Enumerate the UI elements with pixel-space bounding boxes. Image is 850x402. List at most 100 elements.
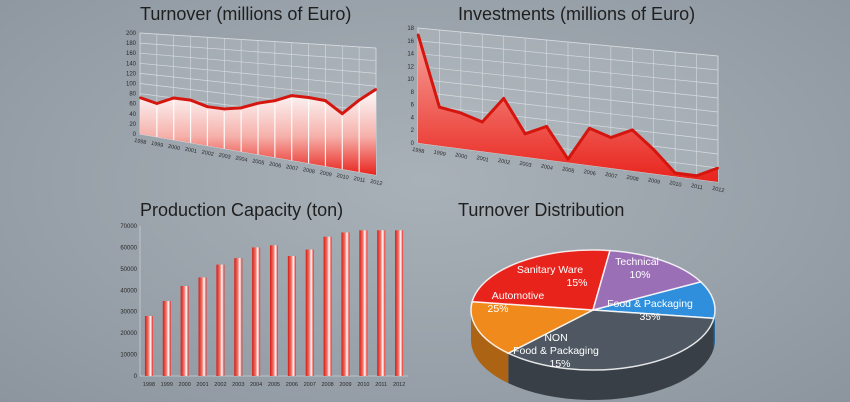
- turnover-y-tick-label: 40: [129, 112, 136, 118]
- turnover-x-tick-label: 2012: [370, 179, 383, 187]
- turnover-x-tick-label: 2002: [201, 150, 214, 158]
- turnover-x-tick-label: 2006: [268, 161, 281, 169]
- turnover-y-tick-label: 100: [126, 82, 137, 88]
- investments-x-tick-label: 1998: [412, 147, 425, 155]
- turnover-x-tick-label: 2011: [353, 176, 366, 184]
- capacity-x-tick-label: 2003: [232, 382, 244, 388]
- turnover-chart: 0 20 40 60 80 100 120 140 160 180 200 1998 1999 2000 2…: [126, 31, 383, 187]
- capacity-bar: [162, 301, 171, 376]
- investments-y-tick-label: 6: [411, 103, 415, 109]
- investments-point: [652, 148, 655, 151]
- turnover-x-tick-label: 2007: [285, 164, 298, 172]
- turnover-point: [240, 106, 243, 109]
- turnover-point: [324, 99, 327, 102]
- investments-point: [481, 121, 484, 124]
- capacity-bar: [198, 277, 207, 376]
- capacity-bar: [144, 316, 153, 376]
- pie-slice: [506, 309, 715, 371]
- turnover-x-tick-label: 2004: [235, 155, 248, 163]
- capacity-bar: [323, 236, 332, 376]
- capacity-x-tick-label: 2004: [250, 382, 262, 388]
- pie-slice-label: NON: [544, 332, 567, 344]
- capacity-y-tick-label: 40000: [120, 288, 137, 294]
- capacity-bar: [270, 245, 278, 376]
- investments-x-tick-label: 2010: [669, 180, 682, 188]
- turnover-y-tick-label: 80: [129, 92, 136, 98]
- investments-y-tick-label: 12: [407, 64, 414, 70]
- turnover-x-tick-label: 1999: [150, 141, 163, 149]
- investments-point: [695, 174, 698, 177]
- capacity-y-tick-label: 70000: [120, 224, 137, 230]
- capacity-x-tick-label: 2001: [196, 382, 208, 388]
- investments-point: [545, 125, 548, 128]
- pie-slice-value-label: 15%: [566, 277, 587, 289]
- capacity-bar: [395, 230, 404, 376]
- pie-slice-label: Food & Packaging: [513, 345, 599, 357]
- capacity-y-tick-label: 10000: [120, 353, 137, 359]
- capacity-bar: [180, 286, 189, 376]
- investments-y-tick-label: 4: [411, 115, 415, 121]
- pie-slice-side: [471, 310, 509, 384]
- turnover-point: [172, 96, 175, 99]
- turnover-point: [223, 107, 226, 110]
- turnover-x-tick-label: 2010: [336, 173, 349, 181]
- capacity-x-tick-label: 2002: [214, 382, 226, 388]
- investments-area: [418, 34, 718, 183]
- turnover-point: [257, 102, 259, 105]
- pie-slice-label: Sanitary Ware: [517, 264, 583, 276]
- investments-point: [717, 167, 719, 169]
- turnover-y-tick-label: 180: [126, 41, 137, 47]
- capacity-y-tick-label: 0: [134, 374, 138, 380]
- investments-x-tick-label: 2011: [690, 183, 703, 191]
- capacity-x-tick-label: 2011: [375, 382, 387, 388]
- investments-point: [674, 171, 677, 174]
- investments-y-tick-label: 8: [411, 90, 415, 96]
- capacity-bar: [234, 258, 243, 376]
- capacity-bar: [287, 256, 296, 376]
- capacity-chart-title: Production Capacity (ton): [140, 200, 344, 220]
- turnover-x-tick-label: 1998: [134, 138, 147, 146]
- capacity-x-tick-label: 1998: [143, 382, 155, 388]
- turnover-point: [139, 96, 141, 99]
- capacity-bar: [341, 232, 350, 376]
- capacity-y-tick-label: 20000: [120, 331, 137, 337]
- turnover-y-tick-label: 160: [126, 51, 137, 57]
- capacity-x-tick-label: 2006: [286, 382, 298, 388]
- turnover-point: [358, 99, 361, 102]
- investments-y-tick-label: 16: [407, 39, 414, 45]
- investments-point: [438, 106, 441, 109]
- turnover-x-tick-label: 2000: [167, 144, 180, 152]
- investments-y-tick-label: 10: [407, 77, 414, 83]
- investments-chart: 0 2 4 6 8 10 12 14 16 18 1998 1999 2000 2001 2002 2003 2…: [407, 26, 725, 194]
- turnover-x-tick-label: 2003: [218, 152, 231, 160]
- investments-y-tick-label: 18: [407, 26, 414, 32]
- investments-x-tick-label: 2000: [454, 152, 467, 160]
- turnover-x-tick-label: 2009: [319, 170, 332, 178]
- turnover-point: [155, 102, 158, 105]
- capacity-x-tick-label: 2008: [321, 382, 333, 388]
- pie-slice-label: Automotive: [492, 290, 545, 302]
- pie-slice-side: [508, 318, 714, 400]
- turnover-y-tick-label: 60: [129, 102, 136, 108]
- investments-x-tick-label: 2008: [626, 175, 639, 183]
- capacity-y-tick-label: 50000: [120, 267, 137, 273]
- pie-slice-value-label: 10%: [629, 269, 650, 281]
- investments-point: [417, 33, 419, 36]
- turnover-x-tick-label: 2008: [302, 167, 315, 175]
- investments-x-tick-label: 2003: [519, 161, 532, 169]
- capacity-chart: 0 10000 20000 30000 40000 50000 60000 70000 1998…: [120, 224, 408, 388]
- pie-slice-value-label: 35%: [639, 311, 660, 323]
- investments-point: [631, 128, 634, 131]
- investments-x-tick-label: 2006: [583, 169, 596, 177]
- capacity-x-tick-label: 2000: [179, 382, 191, 388]
- investments-point: [609, 136, 612, 139]
- investments-x-tick-label: 1999: [433, 150, 446, 158]
- capacity-bar: [252, 247, 261, 376]
- investments-x-tick-label: 2004: [540, 164, 553, 172]
- investments-x-tick-label: 2005: [562, 166, 575, 174]
- turnover-y-tick-label: 120: [126, 71, 137, 77]
- investments-x-tick-label: 2009: [647, 177, 660, 185]
- turnover-point: [206, 105, 209, 108]
- capacity-x-tick-label: 2007: [304, 382, 316, 388]
